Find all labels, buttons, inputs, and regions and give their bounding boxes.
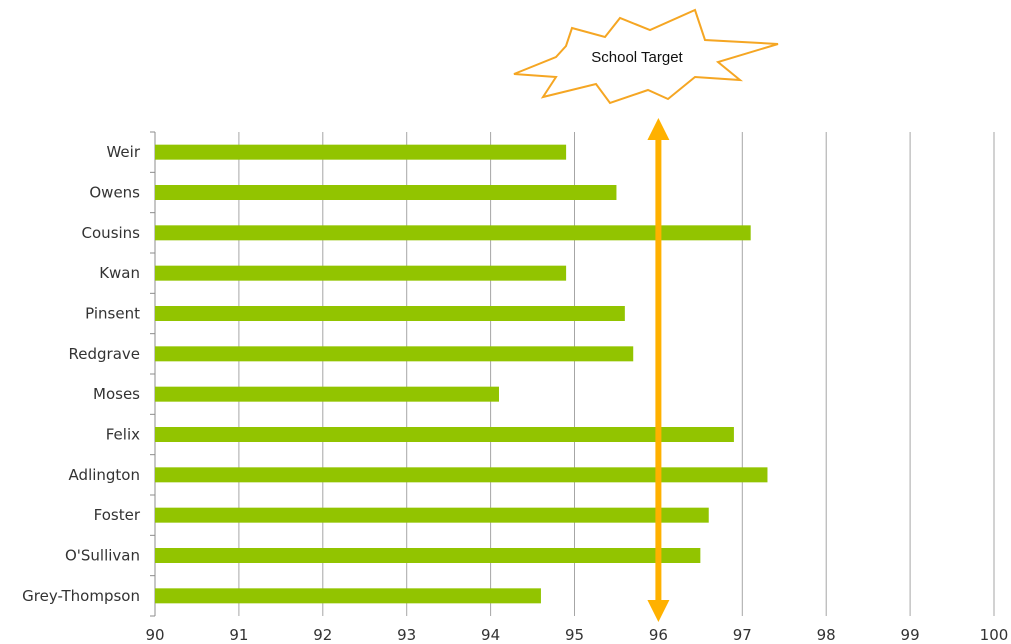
- bar: [155, 548, 701, 563]
- x-tick-label: 92: [313, 626, 332, 644]
- x-tick-label: 93: [397, 626, 416, 644]
- x-tick-label: 97: [733, 626, 752, 644]
- bar: [155, 346, 634, 362]
- bar: [155, 588, 541, 604]
- category-label: Pinsent: [85, 305, 140, 323]
- starburst-callout: [513, 8, 779, 105]
- x-tick-label: 96: [649, 626, 668, 644]
- arrow-head-top: [647, 118, 670, 140]
- category-label: Grey-Thompson: [22, 587, 140, 605]
- x-tick-label: 95: [565, 626, 584, 644]
- category-label: Kwan: [99, 264, 140, 282]
- category-label: O'Sullivan: [65, 547, 140, 565]
- x-tick-labels: 90 91 92 93 94 95 96 97 98 99 100: [145, 626, 1008, 644]
- bars: [155, 144, 768, 604]
- category-label: Weir: [106, 143, 140, 161]
- category-label: Moses: [93, 385, 140, 403]
- vertical-gridlines: [238, 132, 995, 616]
- bar: [155, 386, 499, 402]
- category-label: Cousins: [82, 224, 141, 242]
- y-axis: [150, 131, 156, 617]
- bar: [155, 507, 709, 523]
- x-tick-label: 94: [481, 626, 500, 644]
- bar: [155, 265, 567, 281]
- bar: [155, 225, 751, 241]
- bar: [155, 144, 567, 160]
- x-tick-label: 98: [817, 626, 836, 644]
- category-label: Felix: [106, 426, 140, 444]
- school-target-annotation: School Target: [513, 8, 779, 622]
- arrow-head-bottom: [647, 600, 670, 622]
- x-tick-label: 99: [901, 626, 920, 644]
- x-tick-label: 91: [229, 626, 248, 644]
- school-target-label: School Target: [591, 49, 683, 66]
- category-label: Adlington: [69, 466, 140, 484]
- x-tick-label: 90: [145, 626, 164, 644]
- category-label: Redgrave: [69, 345, 140, 363]
- bar: [155, 306, 625, 321]
- category-labels: Weir Owens Cousins Kwan Pinsent Redgrave Moses…: [22, 143, 141, 605]
- category-label: Owens: [89, 184, 140, 202]
- bar: [155, 467, 768, 483]
- x-tick-label: 100: [980, 626, 1009, 644]
- bar: [155, 427, 734, 442]
- bar: [155, 185, 617, 200]
- category-label: Foster: [94, 506, 141, 524]
